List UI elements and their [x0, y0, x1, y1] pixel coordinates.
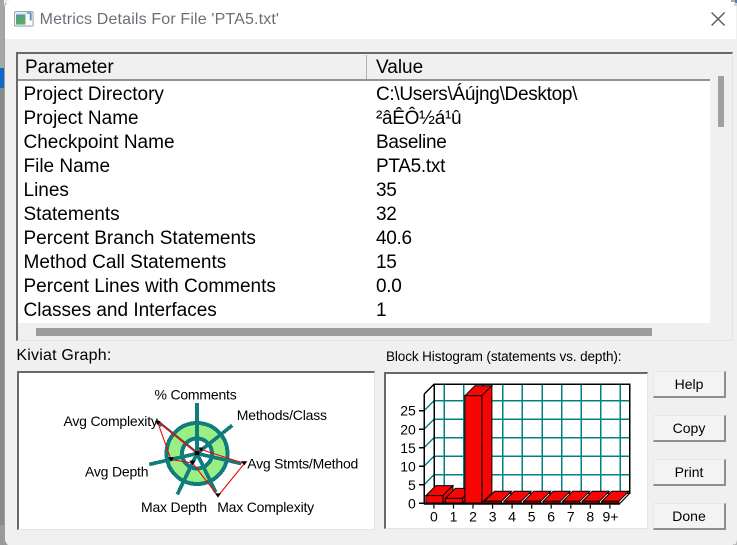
svg-text:% Comments: % Comments [155, 386, 237, 402]
svg-text:8: 8 [586, 508, 594, 524]
svg-text:5: 5 [408, 477, 416, 493]
svg-text:9+: 9+ [603, 508, 619, 524]
svg-text:1: 1 [450, 508, 458, 524]
svg-text:2: 2 [469, 508, 477, 524]
svg-text:0: 0 [408, 495, 416, 511]
svg-text:0: 0 [430, 508, 438, 524]
svg-text:10: 10 [400, 458, 416, 474]
svg-text:3: 3 [489, 508, 497, 524]
svg-text:15: 15 [400, 440, 416, 456]
svg-text:25: 25 [400, 402, 416, 418]
svg-text:5: 5 [528, 508, 536, 524]
svg-text:Avg Complexity: Avg Complexity [64, 413, 158, 429]
svg-text:Methods/Class: Methods/Class [237, 407, 327, 423]
svg-text:Max Complexity: Max Complexity [217, 499, 314, 515]
svg-text:7: 7 [567, 508, 575, 524]
svg-text:20: 20 [400, 421, 416, 437]
svg-text:Avg Depth: Avg Depth [85, 463, 148, 479]
svg-text:Avg Stmts/Method: Avg Stmts/Method [247, 455, 358, 471]
svg-text:4: 4 [508, 508, 516, 524]
svg-text:Max Depth: Max Depth [141, 499, 207, 515]
svg-text:6: 6 [547, 508, 555, 524]
